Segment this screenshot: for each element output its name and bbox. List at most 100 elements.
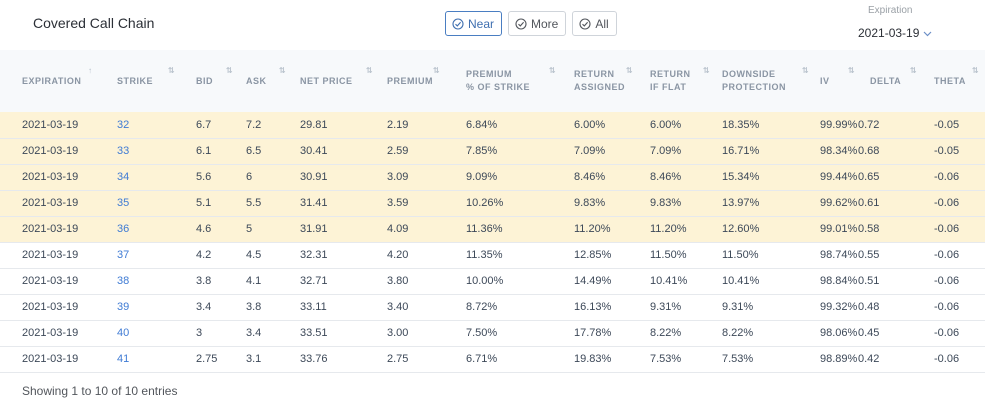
- column-header-label: STRIKE: [117, 75, 154, 86]
- column-header-return-assigned[interactable]: RETURN ASSIGNED ⇅: [562, 50, 638, 112]
- cell-return-if-flat: 10.41%: [650, 275, 688, 287]
- column-header-label: PREMIUM: [466, 69, 512, 79]
- cell-iv: 98.89%: [820, 353, 858, 365]
- cell-theta: -0.06: [934, 327, 960, 339]
- cell-bid: 5.6: [196, 171, 212, 183]
- cell-iv: 98.84%: [820, 275, 858, 287]
- cell-theta: -0.06: [934, 353, 960, 365]
- strike-link[interactable]: 33: [117, 145, 130, 157]
- strike-link[interactable]: 38: [117, 275, 130, 287]
- filter-more-button[interactable]: More: [508, 11, 567, 36]
- cell-premium--of-strike: 7.50%: [466, 327, 498, 339]
- column-header-ask[interactable]: ASK ⇅: [234, 50, 288, 112]
- cell-ask: 4.5: [246, 249, 262, 261]
- sort-arrows-icon: ⇅: [226, 66, 234, 75]
- cell-premium: 2.59: [387, 145, 409, 157]
- cell-net-price: 29.81: [300, 118, 328, 131]
- cell-net-price: 31.41: [300, 197, 328, 209]
- column-header-expiration[interactable]: EXPIRATION ↑: [0, 50, 105, 112]
- cell-iv: 99.32%: [820, 301, 858, 313]
- cell-premium: 4.09: [387, 223, 409, 235]
- cell-expiration: 2021-03-19: [22, 249, 79, 261]
- cell-delta: 0.58: [858, 223, 880, 235]
- expiration-value: 2021-03-19: [858, 26, 920, 40]
- cell-theta: -0.05: [934, 145, 960, 157]
- strike-link[interactable]: 32: [117, 118, 130, 131]
- column-header-label: ASK: [246, 75, 267, 86]
- column-header-downside-protection[interactable]: DOWNSIDE PROTECTION ⇅: [710, 50, 810, 112]
- cell-return-if-flat: 9.83%: [650, 197, 682, 209]
- cell-return-assigned: 9.83%: [574, 197, 606, 209]
- cell-premium--of-strike: 6.71%: [466, 353, 498, 365]
- cell-ask: 4.1: [246, 275, 262, 287]
- cell-return-if-flat: 7.53%: [650, 353, 682, 365]
- sort-arrows-icon: ⇅: [802, 66, 810, 75]
- table-row: 2021-03-19 37 4.2 4.5 32.31 4.20 11.35% 12.85% 1…: [0, 242, 985, 268]
- cell-delta: 0.48: [858, 301, 880, 313]
- cell-return-if-flat: 9.31%: [650, 301, 682, 313]
- cell-return-if-flat: 8.22%: [650, 327, 682, 339]
- cell-ask: 6.5: [246, 145, 262, 157]
- table-row: 2021-03-19 36 4.6 5 31.91 4.09 11.36% 11.20% 11.…: [0, 216, 985, 242]
- column-header-label: IV: [820, 75, 830, 86]
- table-row: 2021-03-19 38 3.8 4.1 32.71 3.80 10.00% 14.49% 1…: [0, 268, 985, 294]
- sort-arrows-icon: ⇅: [168, 66, 176, 75]
- cell-delta: 0.42: [858, 353, 880, 365]
- column-header-label: DOWNSIDE: [722, 69, 776, 79]
- cell-delta: 0.45: [858, 327, 880, 339]
- column-header-theta[interactable]: THETA ⇅: [922, 50, 985, 112]
- column-header-premium-of-strike[interactable]: PREMIUM % OF STRIKE ⇅: [454, 50, 562, 112]
- cell-theta: -0.06: [934, 223, 960, 235]
- cell-theta: -0.06: [934, 301, 960, 313]
- strike-link[interactable]: 36: [117, 223, 130, 235]
- column-header-strike[interactable]: STRIKE ⇅: [105, 50, 184, 112]
- strike-link[interactable]: 40: [117, 327, 130, 339]
- column-header-return-if-flat[interactable]: RETURN IF FLAT ⇅: [638, 50, 710, 112]
- table-row: 2021-03-19 40 3 3.4 33.51 3.00 7.50% 17.78% 8.22…: [0, 320, 985, 346]
- strike-link[interactable]: 39: [117, 301, 130, 313]
- column-header-iv[interactable]: IV ⇅: [808, 50, 858, 112]
- strike-link[interactable]: 41: [117, 353, 130, 365]
- sort-arrows-icon: ⇅: [703, 66, 711, 75]
- cell-theta: -0.06: [934, 171, 960, 183]
- strike-link[interactable]: 34: [117, 171, 130, 183]
- cell-downside-protection: 16.71%: [722, 145, 760, 157]
- cell-downside-protection: 11.50%: [722, 249, 759, 261]
- column-header-premium[interactable]: PREMIUM ⇅: [375, 50, 454, 112]
- strike-link[interactable]: 35: [117, 197, 130, 209]
- column-header-delta[interactable]: DELTA ⇅: [858, 50, 922, 112]
- table-row: 2021-03-19 34 5.6 6 30.91 3.09 9.09% 8.46% 8.46%…: [0, 164, 985, 190]
- sort-arrows-icon: ↑: [88, 66, 93, 75]
- cell-return-assigned: 6.00%: [574, 118, 606, 131]
- filter-all-button[interactable]: All: [572, 11, 617, 36]
- cell-theta: -0.06: [934, 249, 960, 261]
- cell-bid: 4.6: [196, 223, 212, 235]
- filter-near-label: Near: [468, 16, 495, 31]
- cell-downside-protection: 15.34%: [722, 171, 760, 183]
- table-row: 2021-03-19 33 6.1 6.5 30.41 2.59 7.85% 7.09% 7.0…: [0, 138, 985, 164]
- sort-arrows-icon: ⇅: [549, 66, 557, 75]
- table-row: 2021-03-19 32 6.7 7.2 29.81 2.19 6.84% 6.00% 6.0…: [0, 112, 985, 138]
- filter-near-button[interactable]: Near: [445, 11, 503, 36]
- cell-expiration: 2021-03-19: [22, 301, 79, 313]
- strike-link[interactable]: 37: [117, 249, 130, 261]
- cell-bid: 5.1: [196, 197, 212, 209]
- cell-bid: 3: [196, 327, 203, 339]
- column-header-bid[interactable]: BID ⇅: [184, 50, 234, 112]
- column-header-label: NET PRICE: [300, 75, 353, 86]
- range-filter-group: Near More All: [445, 11, 617, 36]
- sort-arrows-icon: ⇅: [366, 66, 374, 75]
- cell-ask: 3.4: [246, 327, 262, 339]
- cell-expiration: 2021-03-19: [22, 171, 79, 183]
- cell-premium: 3.09: [387, 171, 409, 183]
- cell-return-if-flat: 6.00%: [650, 118, 682, 131]
- cell-net-price: 30.41: [300, 145, 328, 157]
- expiration-select[interactable]: 2021-03-19: [858, 26, 932, 40]
- table-body: 2021-03-19 32 6.7 7.2 29.81 2.19 6.84% 6.00% 6.0…: [0, 112, 985, 372]
- cell-premium--of-strike: 9.09%: [466, 171, 498, 183]
- table-row: 2021-03-19 35 5.1 5.5 31.41 3.59 10.26% 9.83% 9.…: [0, 190, 985, 216]
- column-header-label: RETURN: [574, 69, 615, 79]
- cell-theta: -0.05: [934, 118, 960, 131]
- column-header-net-price[interactable]: NET PRICE ⇅: [288, 50, 375, 112]
- cell-premium: 3.00: [387, 327, 409, 339]
